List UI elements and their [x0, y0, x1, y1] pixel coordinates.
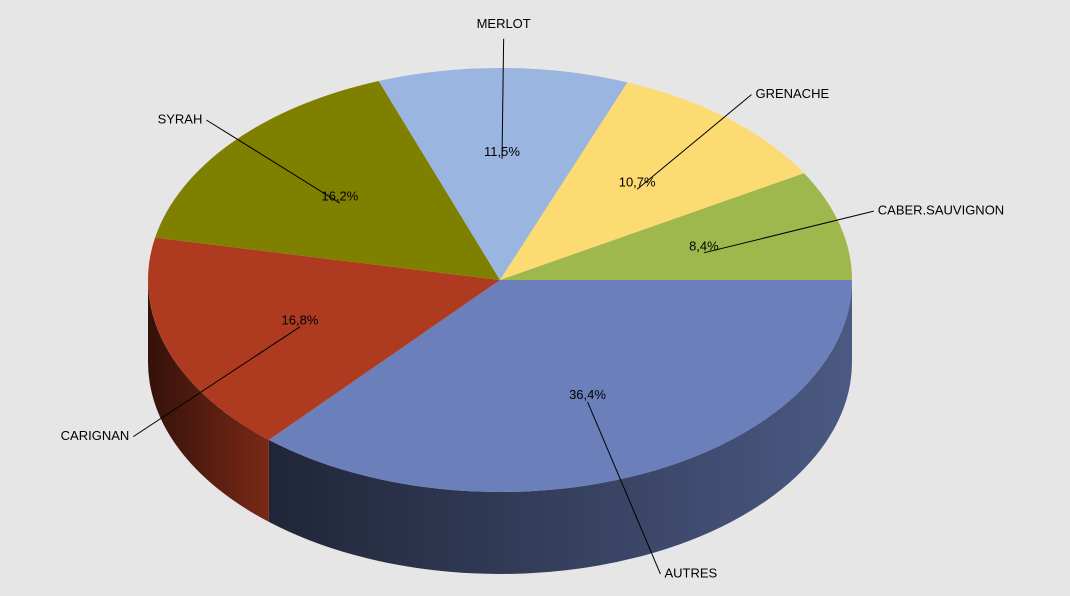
value-label: 8,4%: [689, 238, 719, 253]
slice: [155, 80, 501, 280]
leader-line: [133, 326, 301, 438]
leader-line: [636, 94, 752, 190]
category-label: MERLOT: [477, 16, 531, 31]
category-label: CABER.SAUVIGNON: [878, 203, 1004, 218]
value-label: 16,2%: [321, 189, 358, 204]
value-label: 16,8%: [282, 312, 319, 327]
slice-side: [268, 280, 852, 574]
leader-line: [703, 210, 874, 254]
leader-line: [501, 38, 505, 159]
category-label: SYRAH: [158, 111, 203, 126]
value-label: 36,4%: [569, 387, 606, 402]
slice: [268, 280, 852, 492]
slice: [378, 68, 628, 281]
leader-line: [206, 119, 341, 204]
slice: [147, 237, 500, 440]
slice-side: [148, 280, 269, 522]
slice: [500, 173, 852, 280]
value-label: 11,5%: [484, 144, 520, 159]
leader-line: [587, 401, 661, 575]
category-label: GRENACHE: [755, 86, 829, 101]
value-label: 10,7%: [619, 175, 656, 190]
category-label: CARIGNAN: [61, 428, 130, 443]
category-label: AUTRES: [664, 565, 717, 580]
slice: [500, 82, 805, 280]
